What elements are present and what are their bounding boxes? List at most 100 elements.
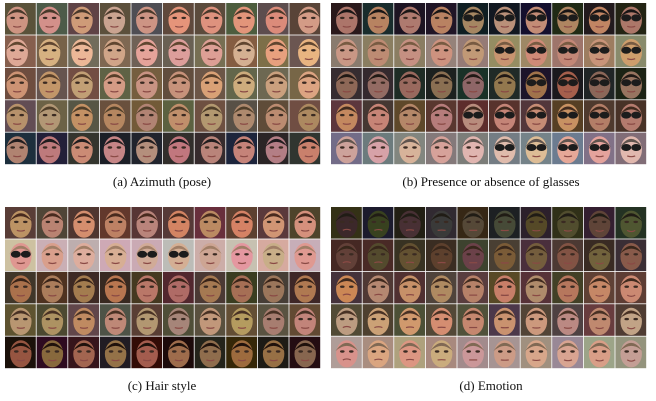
mouth (532, 262, 541, 264)
eye (633, 220, 638, 224)
hair (135, 9, 159, 18)
eye (140, 220, 145, 224)
eye (601, 350, 607, 353)
face-thumbnail (425, 132, 457, 165)
glasses-lens (504, 144, 515, 152)
eye (54, 285, 60, 288)
face-thumbnail (615, 336, 647, 369)
eye (203, 350, 209, 353)
eye (380, 81, 386, 84)
mouth (111, 294, 120, 297)
caption: (b) Presence or absence of glasses (402, 174, 579, 189)
hair (367, 342, 390, 352)
hair (167, 310, 191, 319)
hair (430, 278, 453, 287)
mouth (16, 294, 26, 297)
hair (493, 213, 517, 222)
eye (75, 49, 80, 52)
eye (592, 350, 598, 353)
mouth (79, 359, 89, 362)
eye (340, 285, 345, 288)
eye (23, 285, 28, 288)
eye (10, 81, 15, 84)
eye (172, 350, 177, 353)
mouth (405, 155, 415, 158)
eye (246, 81, 251, 84)
face-thumbnail (425, 3, 457, 35)
hair (70, 9, 94, 18)
hair (167, 278, 191, 287)
mouth (48, 229, 57, 232)
hair (493, 310, 517, 319)
mouth (206, 359, 215, 362)
face-thumbnail (131, 239, 163, 271)
eye (172, 220, 177, 224)
eye (298, 285, 304, 288)
eye (116, 113, 122, 117)
face-thumbnail (194, 304, 226, 336)
mouth (174, 25, 184, 28)
face-thumbnail (99, 271, 131, 304)
mouth (239, 122, 249, 125)
eye (23, 317, 28, 321)
eye (434, 350, 440, 353)
mouth (374, 122, 383, 125)
eye (380, 16, 386, 20)
eye (466, 81, 472, 84)
eye (107, 146, 113, 149)
face-thumbnail (194, 67, 226, 100)
eye (75, 146, 80, 149)
mouth (79, 262, 89, 265)
hair (41, 278, 64, 287)
hair (41, 342, 64, 352)
face-thumbnail (163, 336, 194, 369)
mouth (374, 293, 383, 296)
glasses-lens (631, 79, 642, 87)
hair (135, 310, 159, 319)
eye (570, 285, 575, 288)
face-thumbnail (583, 3, 615, 35)
eye (412, 49, 417, 52)
face-thumbnail (131, 3, 163, 35)
face-thumbnail (226, 239, 257, 271)
eye (434, 253, 440, 256)
glasses-lens (526, 111, 537, 119)
eye (149, 317, 154, 321)
mouth (405, 326, 415, 329)
eye (140, 49, 145, 52)
eye (45, 350, 51, 353)
hair (262, 278, 285, 287)
glasses-lens (558, 46, 568, 54)
mouth (468, 25, 478, 28)
eye (117, 317, 123, 321)
eye (140, 16, 145, 20)
hair (619, 245, 643, 254)
hair (70, 41, 94, 50)
face-thumbnail (257, 100, 289, 132)
face-thumbnail (520, 271, 552, 304)
eye (371, 317, 377, 321)
face-thumbnail (163, 132, 194, 165)
hair (103, 41, 126, 50)
face-thumbnail (583, 35, 615, 67)
face-thumbnail (457, 35, 489, 67)
glasses-lens (589, 79, 600, 87)
face-thumbnail (5, 336, 36, 369)
eye (403, 49, 408, 52)
eye (51, 16, 57, 20)
hair (335, 278, 359, 287)
eye (475, 81, 481, 84)
face-thumbnail (36, 207, 68, 239)
hair (556, 74, 580, 83)
eye (561, 220, 566, 224)
eye (19, 49, 25, 52)
eye (302, 49, 307, 52)
hair (135, 278, 159, 287)
eye (443, 285, 449, 288)
face-thumbnail (457, 336, 489, 369)
eye (624, 285, 629, 288)
eye (349, 317, 354, 321)
hair (265, 9, 288, 18)
hair (525, 74, 548, 83)
face-thumbnail (583, 67, 615, 100)
